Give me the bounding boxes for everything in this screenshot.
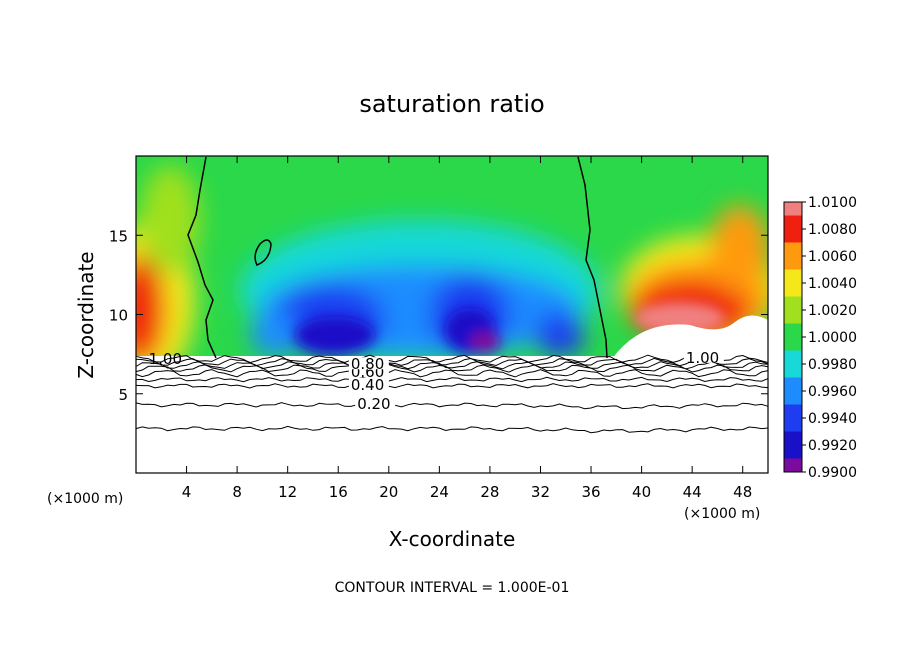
contour-label-bg (348, 377, 389, 390)
x-tick-label: 12 (278, 483, 297, 501)
contour-label-bg (348, 357, 389, 370)
contour-line (135, 360, 769, 370)
x-tick-label: 8 (232, 483, 242, 501)
contour-line (135, 376, 769, 383)
colorbar-label: 0.9900 (808, 465, 857, 481)
x-tick-label: 36 (581, 483, 600, 501)
colorbar-label: 0.9960 (808, 384, 857, 400)
colorbar-label: 1.0100 (808, 195, 857, 211)
contour-label: 0.20 (357, 395, 390, 413)
colorbar-cell (784, 323, 802, 351)
y-axis-label: Z-coordinate (74, 251, 98, 378)
colorbar-cell (784, 431, 802, 459)
contour-line (135, 383, 769, 389)
contour-label: 1.00 (149, 350, 182, 368)
colorbar-cell (784, 296, 802, 324)
colorbar-cell (784, 377, 802, 405)
colorbar-label: 0.9980 (808, 357, 857, 373)
contour-interval-note: CONTOUR INTERVAL = 1.000E-01 (335, 580, 570, 596)
colorbar: 0.9900 0.9920 0.9940 0.9960 0.9980 1.0000 1.00… (783, 195, 857, 481)
y-axis: 5 10 15 (109, 227, 768, 404)
colorbar-cell (784, 458, 802, 472)
y-tick-label: 15 (109, 227, 128, 245)
colorbar-cell (784, 269, 802, 297)
colorbar-label: 0.9940 (808, 411, 857, 427)
x-tick-label: 44 (683, 483, 702, 501)
field-right-clear (612, 315, 768, 359)
x-tick-label: 32 (531, 483, 550, 501)
contour-label: 1.00 (686, 349, 719, 367)
x-tick-label: 48 (733, 483, 752, 501)
contour-line (135, 425, 769, 434)
x-tick-label: 16 (329, 483, 348, 501)
contour-label: 0.40 (351, 376, 384, 394)
x-tick-label: 24 (430, 483, 449, 501)
saturation-field (136, 156, 768, 473)
contour-label-bg (355, 396, 396, 409)
x-tick-label: 40 (632, 483, 651, 501)
contour-label-bg (683, 350, 724, 363)
colorbar-label: 1.0040 (808, 276, 857, 292)
colorbar-label: 1.0080 (808, 222, 857, 238)
contour-1-00-upper (187, 156, 608, 359)
colorbar-label: 0.9920 (808, 438, 857, 454)
x-tick-label: 20 (379, 483, 398, 501)
x-tick-label: 4 (182, 483, 192, 501)
colorbar-label: 1.0000 (808, 330, 857, 346)
contour-line (135, 357, 769, 367)
x-axis: 4 8 12 16 20 24 28 32 36 40 44 48 (182, 156, 752, 501)
colorbar-label: 1.0020 (808, 303, 857, 319)
colorbar-cell (784, 350, 802, 378)
y-tick-label: 10 (109, 307, 128, 325)
colorbar-cell (784, 242, 802, 270)
x-unit-left: (×1000 m) (47, 491, 123, 507)
contour-lines: 0.200.400.600.80 1.001.00 (135, 349, 769, 434)
contour-line (135, 402, 769, 410)
colorbar-label: 1.0060 (808, 249, 857, 265)
contour-label: 0.80 (351, 355, 384, 373)
field-lower-clear (136, 356, 768, 473)
colorbar-cell (784, 215, 802, 243)
contour-line (135, 364, 769, 373)
colorbar-cell (784, 404, 802, 432)
contour-line (135, 354, 769, 364)
x-axis-label: X-coordinate (389, 527, 516, 551)
y-tick-label: 5 (118, 386, 128, 404)
x-tick-label: 28 (480, 483, 499, 501)
chart-title: saturation ratio (359, 90, 544, 118)
colorbar-cell (784, 202, 802, 216)
x-unit-right: (×1000 m) (684, 506, 760, 522)
